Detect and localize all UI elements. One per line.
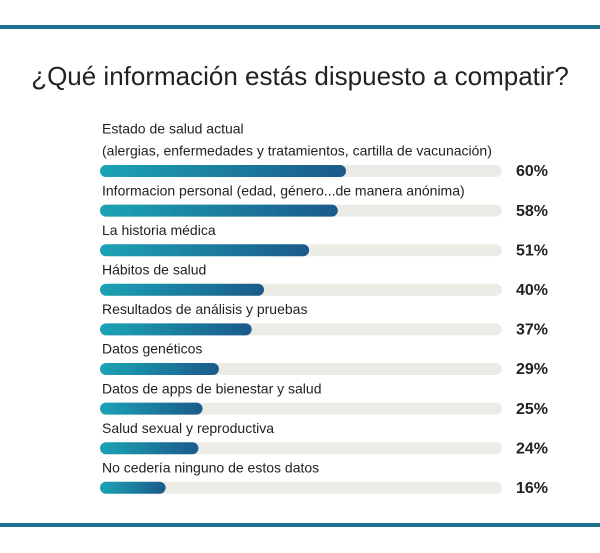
category-label: No cedería ninguno de estos datos [102, 460, 319, 476]
value-label: 40% [516, 282, 548, 299]
bar [100, 481, 166, 494]
category-label: La historia médica [102, 222, 216, 238]
value-label: 25% [516, 401, 548, 418]
bottom-rule [0, 523, 600, 527]
category-label: (alergias, enfermedades y tratamientos, … [102, 143, 492, 159]
category-label: Informacion personal (edad, género...de … [102, 182, 465, 198]
bar [100, 323, 252, 336]
value-label: 29% [516, 361, 548, 378]
value-label: 58% [516, 203, 548, 220]
category-label: Hábitos de salud [102, 262, 206, 278]
top-rule [0, 25, 600, 29]
category-label: Salud sexual y reproductiva [102, 420, 274, 436]
bar [100, 442, 199, 455]
category-label: Datos genéticos [102, 341, 202, 357]
bar [100, 204, 338, 217]
value-label: 60% [516, 163, 548, 180]
bar [100, 283, 264, 296]
value-label: 24% [516, 440, 548, 457]
category-label: Estado de salud actual [102, 121, 244, 137]
category-label: Resultados de análisis y pruebas [102, 301, 307, 317]
value-label: 51% [516, 242, 548, 259]
bar [100, 363, 219, 375]
bar-track [100, 481, 502, 494]
category-label: Datos de apps de bienestar y salud [102, 380, 321, 396]
chart-title: ¿Qué información estás dispuesto a compa… [31, 61, 569, 91]
bar [100, 244, 310, 257]
bar [100, 402, 203, 415]
bar-track [100, 442, 502, 455]
value-label: 37% [516, 322, 548, 339]
value-label: 16% [516, 480, 548, 497]
bar [100, 165, 346, 177]
